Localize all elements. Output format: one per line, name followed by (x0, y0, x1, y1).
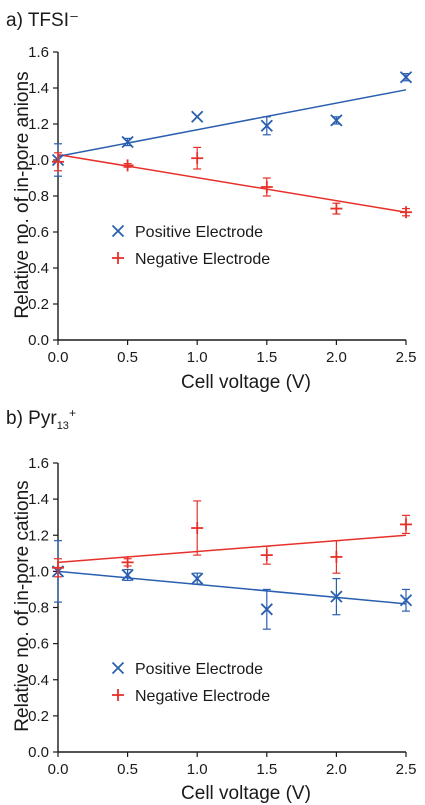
positive-data-point (121, 135, 134, 149)
marker-stroke (111, 661, 125, 675)
x-tick-label: 0.0 (48, 349, 69, 366)
y-tick-label: 1.4 (28, 491, 49, 508)
panel-b-title-superscript: + (69, 406, 76, 420)
panel-b-fit-lines (57, 534, 407, 605)
x-tick-label: 1.0 (187, 349, 208, 366)
positive-data-point (191, 572, 204, 585)
marker-stroke (330, 114, 343, 127)
x-tick-label: 2.5 (396, 349, 417, 366)
legend-negative-marker (112, 252, 124, 264)
negative-data-point (400, 206, 412, 219)
y-tick-label: 0.0 (28, 332, 49, 349)
y-tick-label: 0.6 (28, 224, 49, 241)
panel-a-title: a) TFSI⁻ (6, 10, 79, 31)
negative-data-point (330, 550, 343, 563)
positive-data-point (191, 110, 204, 123)
x-tick-label: 0.0 (48, 761, 69, 778)
panel-b-legend: Positive Electrode Negative Electrode (111, 661, 270, 705)
y-tick-label: 1.0 (28, 563, 49, 580)
negative-data-point (191, 522, 204, 535)
x-tick-label: 2.0 (326, 761, 347, 778)
x-tick-label: 2.0 (326, 349, 347, 366)
marker-stroke (121, 135, 134, 149)
panel-b-y-axis-title: Relative no. of in-pore cations (12, 480, 33, 731)
y-tick-label: 1.2 (28, 116, 49, 133)
positive-data-point (399, 71, 413, 84)
y-tick-label: 0.2 (28, 708, 49, 725)
panel-a-axes (57, 52, 406, 341)
negative-data-point (330, 202, 343, 215)
panel-b-pyr13: b) Pyr13+ Relative no. of in-pore cation… (6, 406, 416, 804)
panel-b-title-subscript: 13 (57, 420, 69, 432)
panel-b-title: b) Pyr13+ (6, 406, 76, 432)
positive-data-point (399, 594, 413, 607)
y-tick-label: 1.0 (28, 152, 49, 169)
legend-positive-label: Positive Electrode (135, 661, 263, 678)
positive-data-point (260, 603, 273, 616)
x-tick-label: 0.5 (117, 761, 138, 778)
marker-stroke (330, 590, 343, 603)
y-tick-label: 0.8 (28, 600, 49, 617)
x-tick-label: 1.5 (256, 349, 277, 366)
legend-negative-marker (112, 689, 124, 701)
panel-b-x-axis-title: Cell voltage (V) (181, 783, 311, 804)
y-tick-label: 0.2 (28, 296, 49, 313)
panel-b-ticks: 0.0 0.2 0.4 0.6 0.8 1.0 1.2 1.4 1.6 0.0 0.5 1.0 1.5 2… (28, 455, 416, 778)
y-tick-label: 1.6 (28, 455, 49, 472)
negative-data-point (52, 155, 64, 168)
panel-b-title-main: b) Pyr (6, 408, 57, 429)
marker-stroke (121, 568, 134, 582)
negative-data-point (52, 561, 64, 574)
positive-data-point (330, 114, 343, 127)
y-tick-label: 0.0 (28, 744, 49, 761)
negative-data-point (191, 152, 204, 165)
panel-a-x-axis-title: Cell voltage (V) (181, 372, 311, 393)
positive-data-point (121, 568, 134, 582)
y-tick-label: 0.8 (28, 188, 49, 205)
marker-stroke (111, 224, 125, 238)
x-tick-label: 1.5 (256, 761, 277, 778)
marker-stroke (260, 603, 273, 616)
negative-fit-line (57, 153, 407, 213)
panel-a-data-points (51, 71, 413, 219)
marker-stroke (260, 119, 273, 132)
negative-data-point (400, 518, 412, 531)
positive-fit-line (57, 89, 407, 158)
positive-data-point (330, 590, 343, 603)
marker-stroke (399, 594, 413, 607)
panel-a-legend: Positive Electrode Negative Electrode (111, 224, 270, 268)
negative-data-point (260, 181, 273, 193)
y-tick-label: 0.4 (28, 260, 49, 277)
legend-negative-label: Negative Electrode (135, 251, 270, 268)
negative-fit-line (57, 534, 407, 564)
y-tick-label: 0.6 (28, 636, 49, 653)
panel-a-ticks: 0.0 0.2 0.4 0.6 0.8 1.0 1.2 1.4 1.6 0.0 0.5 1.0 1.5 2… (28, 44, 416, 366)
marker-stroke (191, 110, 204, 123)
y-tick-label: 1.4 (28, 80, 49, 97)
y-tick-label: 1.2 (28, 527, 49, 544)
legend-positive-marker (111, 224, 125, 238)
positive-fit-line (57, 570, 407, 605)
marker-stroke (399, 71, 413, 84)
y-tick-label: 1.6 (28, 44, 49, 61)
panel-a-tfsi: a) TFSI⁻ Relative no. of in-pore anions … (6, 10, 416, 393)
panel-b-data-points (51, 500, 413, 630)
y-tick-label: 0.4 (28, 672, 49, 689)
legend-positive-label: Positive Electrode (135, 224, 263, 241)
x-tick-label: 2.5 (396, 761, 417, 778)
marker-stroke (191, 572, 204, 585)
legend-positive-marker (111, 661, 125, 675)
x-tick-label: 0.5 (117, 349, 138, 366)
panel-a-y-axis-title: Relative no. of in-pore anions (12, 71, 33, 318)
panel-a-fit-lines (57, 89, 407, 213)
negative-data-point (260, 549, 273, 562)
negative-data-point (121, 556, 134, 569)
negative-data-point (121, 159, 134, 172)
legend-negative-label: Negative Electrode (135, 688, 270, 705)
positive-data-point (260, 119, 273, 132)
panel-b-axes (57, 463, 406, 753)
x-tick-label: 1.0 (187, 761, 208, 778)
